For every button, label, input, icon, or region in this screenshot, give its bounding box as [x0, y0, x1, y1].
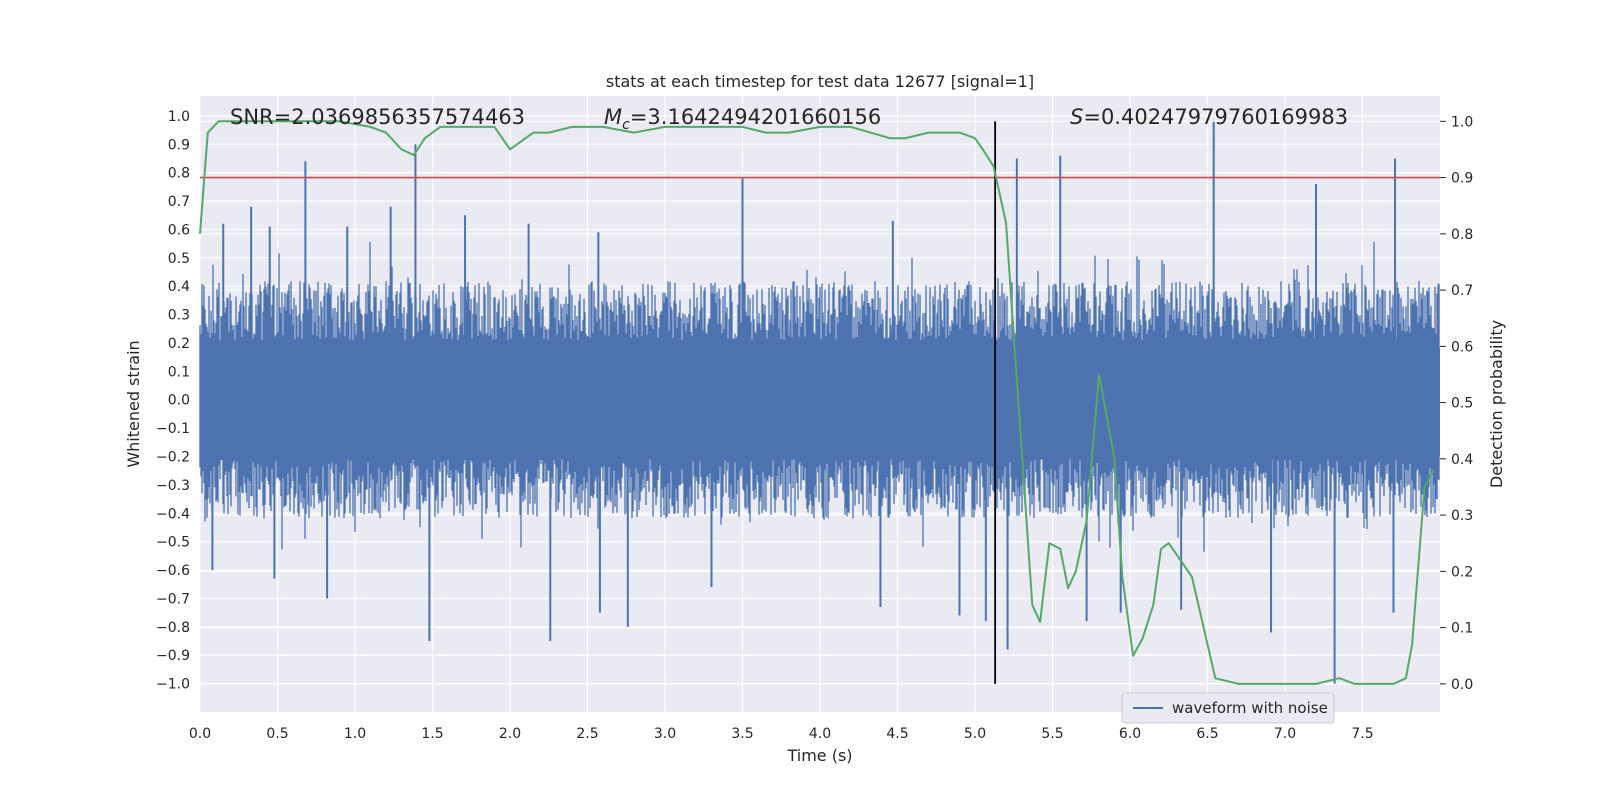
x-tick-label: 7.0: [1274, 726, 1296, 742]
tick-labels: 0.0 0.5 1.0 1.5 2.0 2.5 3.0 3.5 4.0 4.5 5.0 5.5 6.0 6…: [156, 109, 1473, 742]
x-tick-label: 3.0: [654, 726, 676, 742]
y-tick-label: 0.4: [168, 279, 190, 295]
x-tick-label: 1.5: [421, 726, 443, 742]
y2-tick-label: 0.9: [1451, 171, 1473, 187]
x-tick-label: 6.0: [1119, 726, 1141, 742]
x-tick-label: 5.0: [964, 726, 986, 742]
y2-tick-label: 0.1: [1451, 621, 1473, 637]
y-tick-label: −0.4: [156, 506, 190, 522]
chirp-mass-annotation: Mc=3.1642494201660156: [604, 105, 881, 133]
x-tick-label: 0.0: [189, 726, 211, 742]
x-axis-label: Time (s): [786, 746, 852, 765]
y-tick-label: 0.6: [168, 222, 190, 238]
x-tick-label: 6.5: [1196, 726, 1218, 742]
overlay: [200, 121, 1440, 684]
probability-series: [199, 120, 1435, 685]
y-tick-label: 0.1: [168, 364, 190, 380]
y-tick-label: −1.0: [156, 677, 190, 693]
chirp-mass-value: =3.1642494201660156: [630, 105, 881, 129]
legend-entry: waveform with noise: [1172, 699, 1328, 717]
probability-line: [199, 120, 1435, 685]
x-tick-label: 5.5: [1041, 726, 1063, 742]
y-tick-label: −0.6: [156, 563, 190, 579]
x-tick-label: 4.0: [809, 726, 831, 742]
y-tick-label: −0.2: [156, 450, 190, 466]
chart-title: stats at each timestep for test data 126…: [606, 72, 1034, 91]
x-tick-label: 3.5: [731, 726, 753, 742]
y-tick-label: 0.5: [168, 251, 190, 267]
waveform-series: [199, 121, 1440, 684]
chirp-mass-symbol: M: [604, 105, 622, 129]
y-tick-label: 0.3: [168, 308, 190, 324]
x-tick-label: 2.5: [576, 726, 598, 742]
score-value: =0.40247979760169983: [1083, 105, 1348, 129]
y-tick-label: −0.8: [156, 620, 190, 636]
y-tick-label: 0.7: [168, 194, 190, 210]
chirp-mass-subscript: c: [622, 117, 630, 133]
y2-tick-label: 0.5: [1451, 396, 1473, 412]
y2-tick-label: 0.4: [1451, 452, 1473, 468]
x-tick-label: 4.5: [886, 726, 908, 742]
y-tick-label: −0.9: [156, 648, 190, 664]
y-tick-label: −0.3: [156, 478, 190, 494]
y2-axis-label: Detection probability: [1487, 320, 1506, 488]
legend-box: [1121, 692, 1335, 724]
waveform-core-band: [200, 348, 1440, 457]
y-tick-label: 0.8: [168, 166, 190, 182]
y-tick-label: −0.5: [156, 535, 190, 551]
score-symbol: S: [1070, 105, 1083, 129]
x-tick-label: 2.0: [499, 726, 521, 742]
y2-tick-label: 0.2: [1451, 564, 1473, 580]
x-tick-label: 7.5: [1351, 726, 1373, 742]
y-tick-label: 0.9: [168, 137, 190, 153]
y2-tick-label: 0.7: [1451, 283, 1473, 299]
y-axis-label: Whitened strain: [124, 340, 143, 467]
y-tick-label: −0.1: [156, 421, 190, 437]
y2-tick-label: 1.0: [1451, 114, 1473, 130]
y-tick-label: 0.0: [168, 393, 190, 409]
x-tick-label: 0.5: [266, 726, 288, 742]
x-tick-label: 1.0: [344, 726, 366, 742]
y-tick-label: 0.2: [168, 336, 190, 352]
y2-tick-label: 0.0: [1451, 677, 1473, 693]
y-tick-label: 1.0: [168, 109, 190, 125]
y2-tick-label: 0.6: [1451, 339, 1473, 355]
legend: waveform with noise: [1121, 692, 1335, 724]
snr-annotation: SNR=2.0369856357574463: [230, 105, 525, 129]
y2-tick-label: 0.8: [1451, 227, 1473, 243]
score-annotation: S=0.40247979760169983: [1070, 105, 1348, 129]
y-tick-label: −0.7: [156, 591, 190, 607]
y2-tick-label: 0.3: [1451, 508, 1473, 524]
